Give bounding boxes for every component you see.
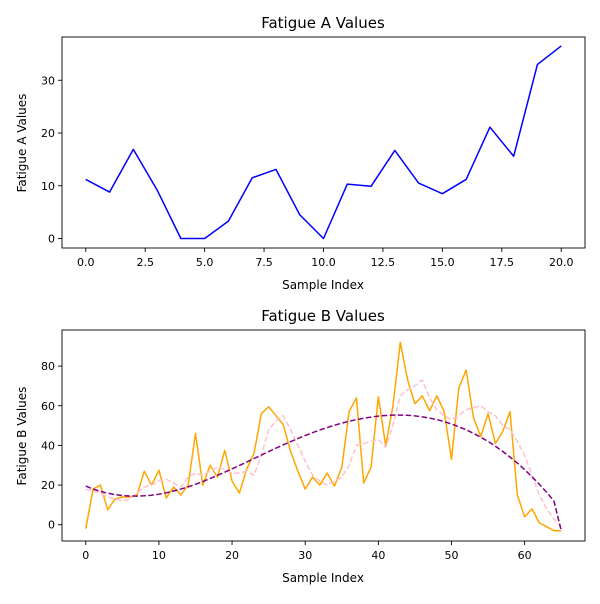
x-tick-label: 0	[82, 549, 89, 562]
x-tick-label: 50	[445, 549, 459, 562]
x-tick-label: 20.0	[549, 256, 574, 269]
x-tick-label: 0.0	[77, 256, 95, 269]
y-tick-label: 10	[41, 180, 55, 193]
x-tick-label: 17.5	[490, 256, 515, 269]
x-tick-label: 5.0	[196, 256, 214, 269]
series-line-0	[85, 45, 562, 240]
x-tick-label: 30	[298, 549, 312, 562]
x-tick-label: 40	[371, 549, 385, 562]
x-tick-label: 7.5	[255, 256, 273, 269]
plot-area-frame	[61, 329, 586, 542]
x-axis-label: Sample Index	[282, 571, 364, 585]
x-tick-label: 10	[152, 549, 166, 562]
chart-title: Fatigue A Values	[261, 14, 385, 32]
y-axis-label: Fatigue A Values	[15, 94, 29, 193]
x-tick-label: 15.0	[430, 256, 455, 269]
chart-fatigue-a: Fatigue A Values Sample Index Fatigue A …	[15, 14, 586, 292]
y-tick-label: 20	[41, 127, 55, 140]
y-tick-label: 0	[48, 233, 55, 246]
chart-fatigue-b: Fatigue B Values Sample Index Fatigue B …	[15, 307, 586, 585]
x-tick-label: 20	[225, 549, 239, 562]
x-tick-label: 12.5	[371, 256, 396, 269]
y-tick-label: 0	[48, 519, 55, 532]
series-line-2	[85, 414, 562, 531]
y-tick-label: 30	[41, 74, 55, 87]
series-line-1	[85, 379, 562, 528]
x-tick-label: 60	[518, 549, 532, 562]
chart-title: Fatigue B Values	[261, 307, 385, 325]
y-tick-label: 40	[41, 439, 55, 452]
y-tick-label: 80	[41, 360, 55, 373]
x-axis-label: Sample Index	[282, 278, 364, 292]
x-tick-label: 2.5	[136, 256, 154, 269]
y-axis-label: Fatigue B Values	[15, 387, 29, 486]
y-tick-label: 60	[41, 400, 55, 413]
x-tick-label: 10.0	[311, 256, 336, 269]
y-tick-label: 20	[41, 479, 55, 492]
